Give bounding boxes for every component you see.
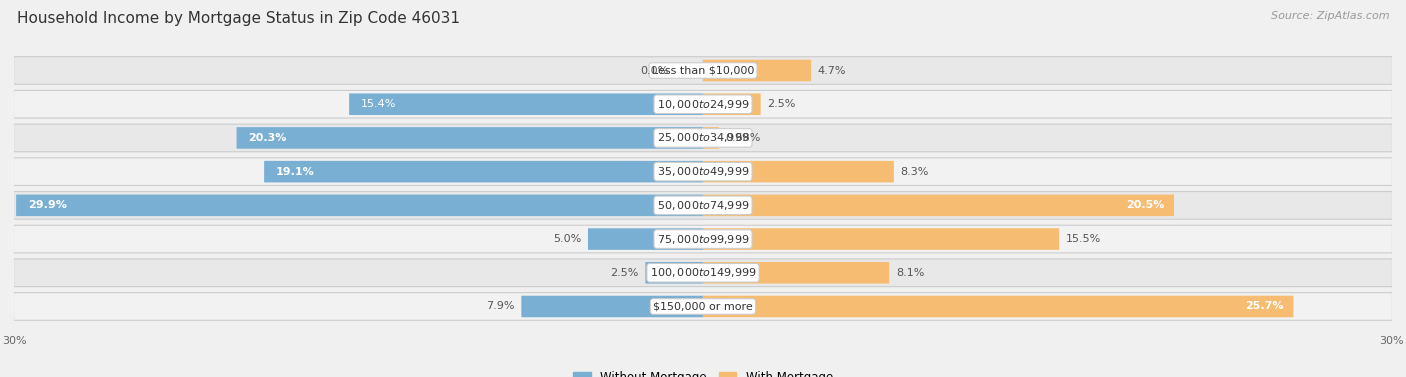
FancyBboxPatch shape <box>703 60 811 81</box>
Text: 15.5%: 15.5% <box>1066 234 1101 244</box>
Text: $150,000 or more: $150,000 or more <box>654 302 752 311</box>
Text: $50,000 to $74,999: $50,000 to $74,999 <box>657 199 749 212</box>
FancyBboxPatch shape <box>14 90 1392 118</box>
Text: 19.1%: 19.1% <box>276 167 315 177</box>
Text: $35,000 to $49,999: $35,000 to $49,999 <box>657 165 749 178</box>
Text: 7.9%: 7.9% <box>486 302 515 311</box>
Text: Less than $10,000: Less than $10,000 <box>652 66 754 75</box>
FancyBboxPatch shape <box>703 195 1174 216</box>
Text: 20.3%: 20.3% <box>249 133 287 143</box>
Text: 8.1%: 8.1% <box>896 268 924 278</box>
FancyBboxPatch shape <box>522 296 703 317</box>
FancyBboxPatch shape <box>703 296 1294 317</box>
FancyBboxPatch shape <box>703 228 1059 250</box>
FancyBboxPatch shape <box>703 93 761 115</box>
FancyBboxPatch shape <box>703 127 718 149</box>
Text: Source: ZipAtlas.com: Source: ZipAtlas.com <box>1271 11 1389 21</box>
Text: 15.4%: 15.4% <box>361 99 396 109</box>
Legend: Without Mortgage, With Mortgage: Without Mortgage, With Mortgage <box>568 366 838 377</box>
FancyBboxPatch shape <box>14 259 1392 287</box>
Text: $10,000 to $24,999: $10,000 to $24,999 <box>657 98 749 111</box>
Text: 29.9%: 29.9% <box>28 200 66 210</box>
Text: Household Income by Mortgage Status in Zip Code 46031: Household Income by Mortgage Status in Z… <box>17 11 460 26</box>
Text: 0.68%: 0.68% <box>725 133 761 143</box>
FancyBboxPatch shape <box>15 195 703 216</box>
FancyBboxPatch shape <box>14 158 1392 185</box>
FancyBboxPatch shape <box>645 262 703 284</box>
FancyBboxPatch shape <box>14 57 1392 84</box>
Text: $25,000 to $34,999: $25,000 to $34,999 <box>657 132 749 144</box>
Text: 2.5%: 2.5% <box>768 99 796 109</box>
FancyBboxPatch shape <box>588 228 703 250</box>
Text: 2.5%: 2.5% <box>610 268 638 278</box>
Text: 5.0%: 5.0% <box>553 234 581 244</box>
Text: $75,000 to $99,999: $75,000 to $99,999 <box>657 233 749 245</box>
FancyBboxPatch shape <box>236 127 703 149</box>
Text: 25.7%: 25.7% <box>1246 302 1284 311</box>
FancyBboxPatch shape <box>14 293 1392 320</box>
FancyBboxPatch shape <box>14 192 1392 219</box>
Text: $100,000 to $149,999: $100,000 to $149,999 <box>650 266 756 279</box>
FancyBboxPatch shape <box>703 161 894 182</box>
FancyBboxPatch shape <box>14 124 1392 152</box>
Text: 8.3%: 8.3% <box>900 167 929 177</box>
Text: 20.5%: 20.5% <box>1126 200 1164 210</box>
Text: 0.0%: 0.0% <box>640 66 669 75</box>
Text: 4.7%: 4.7% <box>818 66 846 75</box>
FancyBboxPatch shape <box>14 225 1392 253</box>
FancyBboxPatch shape <box>703 262 889 284</box>
FancyBboxPatch shape <box>264 161 703 182</box>
FancyBboxPatch shape <box>349 93 703 115</box>
